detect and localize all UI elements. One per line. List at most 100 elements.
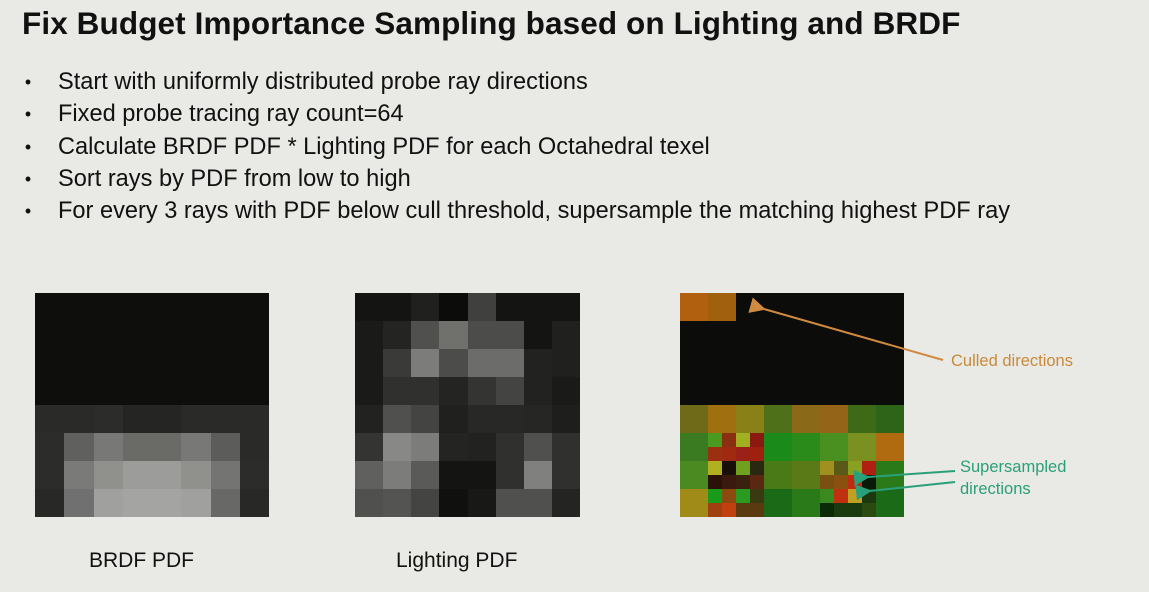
texel [708, 461, 736, 489]
texel [122, 321, 152, 349]
texel [736, 489, 764, 517]
texel [467, 293, 496, 321]
texel [383, 461, 412, 489]
texel [122, 433, 152, 461]
texel [439, 405, 468, 433]
sub-texel [750, 503, 764, 517]
texel [411, 293, 440, 321]
texel [35, 405, 65, 433]
texel [93, 349, 123, 377]
texel [848, 405, 876, 433]
bullet-icon: • [24, 201, 32, 222]
texel [848, 293, 876, 321]
texel [411, 433, 440, 461]
sub-texel [736, 475, 750, 489]
sub-texel [722, 461, 736, 475]
lighting-pdf-caption: Lighting PDF [396, 549, 518, 572]
texel [122, 461, 152, 489]
bullet-item: • Sort rays by PDF from low to high [22, 163, 1010, 195]
texel [467, 489, 496, 517]
texel [680, 405, 708, 433]
texel [467, 377, 496, 405]
texel [210, 461, 240, 489]
sub-texel [820, 489, 834, 503]
sub-texel [750, 433, 764, 447]
sub-texel [708, 461, 722, 475]
texel [551, 489, 580, 517]
texel [64, 433, 94, 461]
texel [152, 349, 182, 377]
texel [764, 461, 792, 489]
texel [764, 433, 792, 461]
texel [152, 489, 182, 517]
texel [210, 405, 240, 433]
bullet-icon: • [24, 136, 32, 157]
bullet-icon: • [24, 104, 32, 125]
texel [736, 349, 764, 377]
texel [523, 293, 552, 321]
texel [764, 405, 792, 433]
bullet-text: Sort rays by PDF from low to high [58, 165, 411, 192]
texel [523, 321, 552, 349]
texel [383, 349, 412, 377]
texel [495, 433, 524, 461]
texel [35, 293, 65, 321]
texel [680, 433, 708, 461]
bullet-item: • Calculate BRDF PDF * Lighting PDF for e… [22, 131, 1010, 163]
sub-texel [820, 475, 834, 489]
texel [551, 433, 580, 461]
texel [64, 321, 94, 349]
texel [523, 489, 552, 517]
bullet-icon: • [24, 168, 32, 189]
texel [708, 293, 736, 321]
texel [181, 349, 211, 377]
texel [495, 461, 524, 489]
sub-texel [834, 489, 848, 503]
texel [523, 433, 552, 461]
texel [181, 293, 211, 321]
texel [439, 321, 468, 349]
texel [93, 433, 123, 461]
texel [495, 293, 524, 321]
texel [495, 377, 524, 405]
texel [181, 321, 211, 349]
texel [355, 349, 384, 377]
texel [820, 377, 848, 405]
texel [152, 405, 182, 433]
bullet-icon: • [24, 72, 32, 92]
sub-texel [750, 475, 764, 489]
texel [680, 321, 708, 349]
texel [876, 377, 904, 405]
texel [876, 405, 904, 433]
texel [355, 489, 384, 517]
texel [35, 461, 65, 489]
sub-texel [736, 447, 750, 461]
texel [495, 405, 524, 433]
texel [383, 433, 412, 461]
texel [736, 433, 764, 461]
sub-texel [736, 433, 750, 447]
texel [64, 489, 94, 517]
sub-texel [708, 489, 722, 503]
texel [383, 405, 412, 433]
sub-texel [708, 433, 722, 447]
texel [122, 349, 152, 377]
texel [355, 377, 384, 405]
sub-texel [722, 433, 736, 447]
texel [181, 489, 211, 517]
texel [708, 489, 736, 517]
sub-texel [708, 447, 722, 461]
combined-pdf-image [680, 293, 904, 517]
texel [181, 461, 211, 489]
texel [411, 377, 440, 405]
sub-texel [722, 503, 736, 517]
texel [439, 377, 468, 405]
texel [239, 293, 269, 321]
texel [122, 377, 152, 405]
sub-texel [722, 475, 736, 489]
texel [383, 293, 412, 321]
texel [152, 461, 182, 489]
texel [523, 349, 552, 377]
sub-texel [834, 475, 848, 489]
